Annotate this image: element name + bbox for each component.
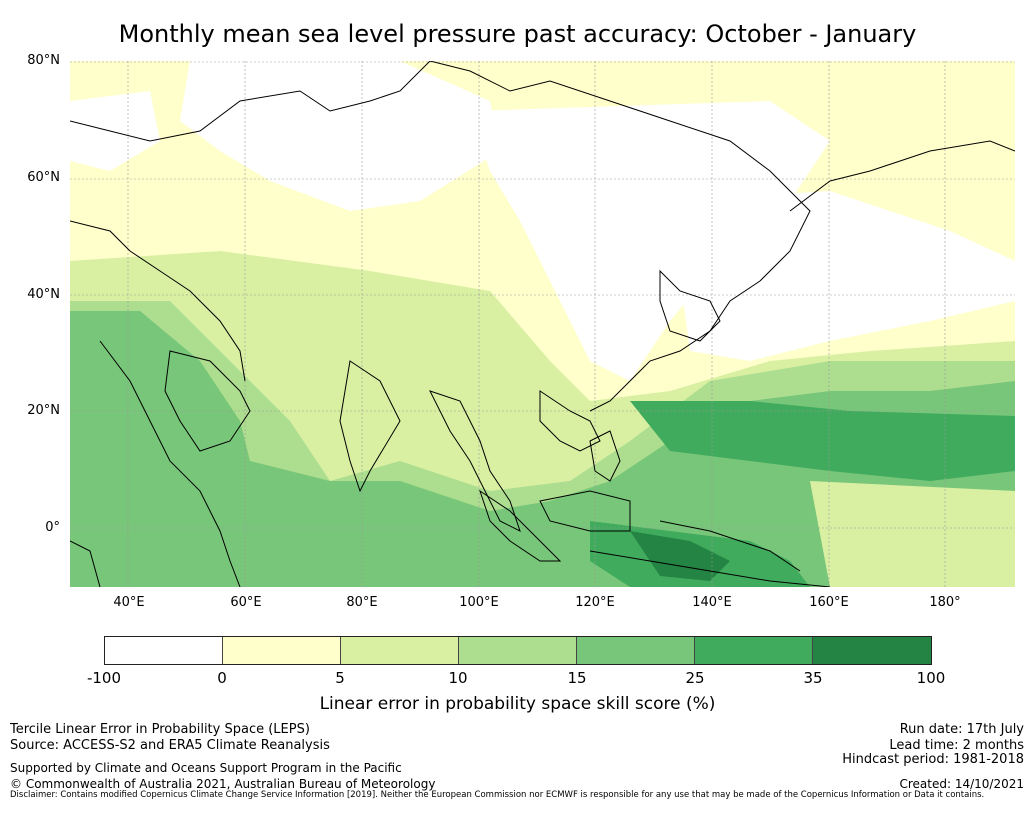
white-region-arctic-west — [70, 91, 160, 171]
footer-support: Supported by Climate and Oceans Support … — [10, 761, 402, 775]
lon-label-40e: 40°E — [113, 595, 145, 610]
lat-label-60n: 60°N — [27, 170, 60, 185]
graticule — [70, 61, 1015, 587]
colorbar-tick: -100 — [86, 669, 122, 687]
colorbar-tick: 10 — [448, 669, 468, 687]
lon-label-160e: 160°E — [809, 595, 849, 610]
skill-score-map — [70, 61, 1015, 587]
colorbar — [104, 636, 932, 665]
dark-green-pacific-core — [630, 401, 1015, 481]
lat-label-40n: 40°N — [27, 287, 60, 302]
lat-label-80n: 80°N — [27, 53, 60, 68]
colorbar-segment — [813, 637, 931, 664]
colorbar-tick: 100 — [916, 669, 946, 687]
coastlines — [70, 61, 1015, 587]
colorbar-label: Linear error in probability space skill … — [319, 694, 716, 714]
lon-label-100e: 100°E — [459, 595, 499, 610]
hindcast-period: Hindcast period: 1981-2018 — [842, 752, 1024, 767]
colorbar-tick: 25 — [685, 669, 705, 687]
colorbar-tick: 35 — [803, 669, 823, 687]
map-title: Monthly mean sea level pressure past acc… — [118, 20, 917, 48]
colorbar-segment — [459, 637, 577, 664]
lead-time: Lead time: 2 months — [889, 738, 1024, 753]
colorbar-tick: 5 — [335, 669, 345, 687]
white-region-north-pacific — [670, 191, 1015, 361]
light-green-pacific-patch — [810, 481, 1015, 587]
footer-copyright: © Commonwealth of Australia 2021, Austra… — [10, 777, 436, 791]
colorbar-tick: 0 — [217, 669, 227, 687]
footer-leps-description: Tercile Linear Error in Probability Spac… — [10, 722, 310, 737]
footer-source: Source: ACCESS-S2 and ERA5 Climate Reana… — [10, 738, 330, 753]
lon-label-140e: 140°E — [692, 595, 732, 610]
colorbar-segment — [695, 637, 813, 664]
green-region — [70, 311, 1015, 587]
darkest-green-patch — [630, 531, 730, 581]
colorbar-segment — [105, 637, 223, 664]
disclaimer: Disclaimer: Contains modified Copernicus… — [10, 790, 985, 800]
lat-label-0: 0° — [45, 520, 60, 535]
white-region-east-asia — [470, 101, 830, 381]
colorbar-tick: 15 — [567, 669, 587, 687]
map-canvas — [70, 61, 1015, 587]
colorbar-segment — [223, 637, 341, 664]
white-region-north-eurasia — [180, 61, 500, 211]
colorbar-segment — [577, 637, 695, 664]
created-date: Created: 14/10/2021 — [899, 777, 1024, 791]
lon-label-80e: 80°E — [346, 595, 378, 610]
lon-label-180: 180° — [929, 595, 961, 610]
run-date: Run date: 17th July — [899, 722, 1024, 737]
lat-label-20n: 20°N — [27, 403, 60, 418]
lon-label-120e: 120°E — [575, 595, 615, 610]
lon-label-60e: 60°E — [230, 595, 262, 610]
colorbar-segment — [341, 637, 459, 664]
